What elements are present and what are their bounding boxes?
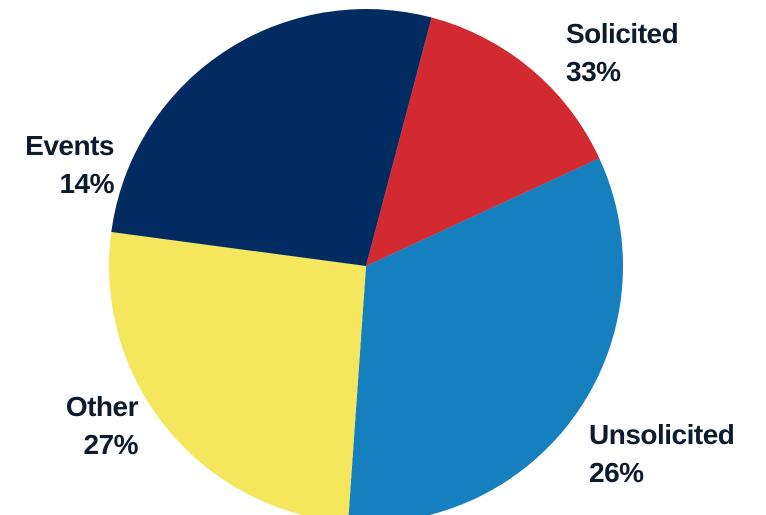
pie-slice-other (111, 9, 432, 267)
pie-slice-solicited (348, 158, 623, 515)
slice-label-other: Other 27% (65, 388, 139, 464)
slice-label-events: Events 14% (25, 127, 114, 203)
slice-name-events: Events (25, 130, 114, 161)
pie-slice-events (366, 17, 600, 267)
slice-name-other: Other (65, 391, 139, 422)
slice-percent-other: 27% (83, 429, 138, 460)
pie-slice-unsolicited (109, 232, 366, 515)
slice-percent-events: 14% (59, 168, 114, 199)
slice-percent-solicited: 33% (566, 56, 621, 87)
slice-percent-unsolicited: 26% (589, 457, 644, 488)
slice-name-unsolicited: Unsolicited (589, 419, 735, 450)
slice-label-unsolicited: Unsolicited 26% (589, 416, 735, 492)
slice-label-solicited: Solicited 33% (566, 15, 679, 91)
slice-name-solicited: Solicited (566, 18, 679, 49)
